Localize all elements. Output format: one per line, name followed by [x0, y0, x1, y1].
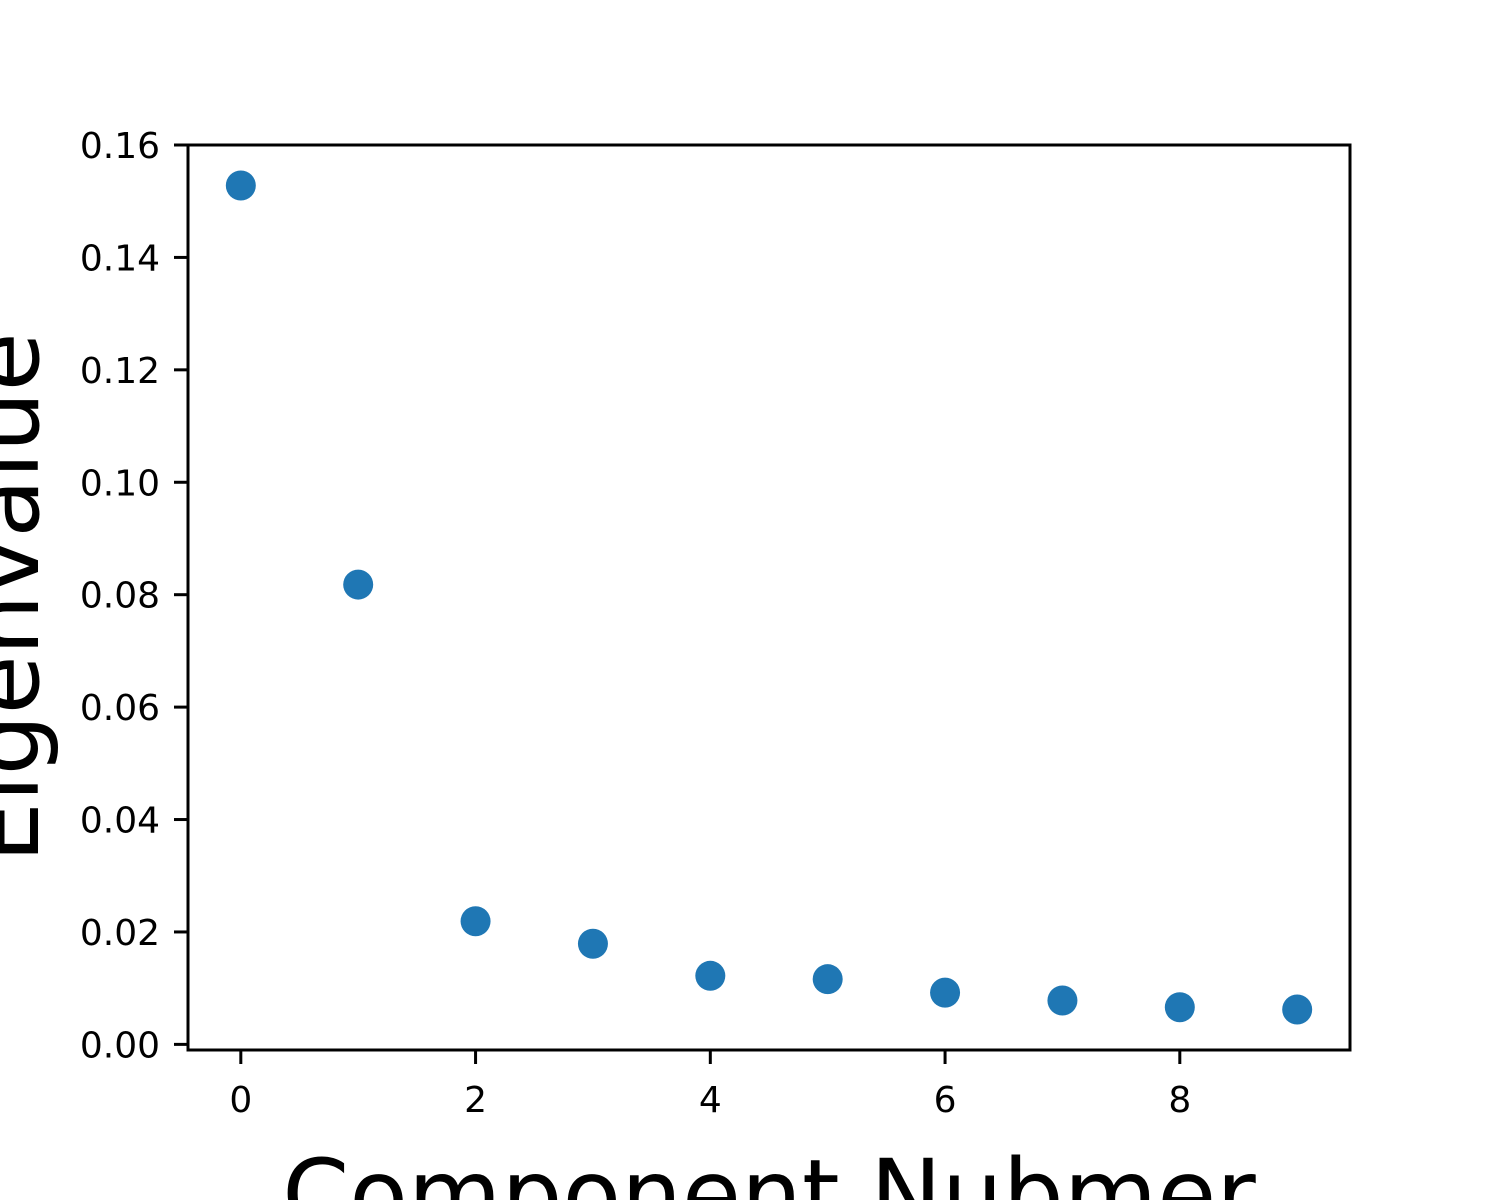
- data-point: [1164, 992, 1195, 1023]
- data-point: [695, 960, 726, 991]
- x-tick-label: 0: [229, 1080, 252, 1121]
- y-tick-label: 0.16: [80, 126, 160, 167]
- x-axis-ticks: 0 2 4 6 8: [229, 1050, 1191, 1121]
- data-point: [225, 170, 256, 201]
- data-point: [460, 906, 491, 937]
- data-point: [930, 977, 961, 1008]
- x-tick-label: 6: [934, 1080, 957, 1121]
- y-tick-label: 0.00: [80, 1025, 160, 1066]
- y-tick-label: 0.02: [80, 913, 160, 954]
- y-tick-label: 0.14: [80, 238, 160, 279]
- y-tick-label: 0.04: [80, 801, 160, 842]
- data-point: [577, 928, 608, 959]
- y-tick-label: 0.08: [80, 576, 160, 617]
- data-point: [1282, 994, 1313, 1025]
- data-point: [1047, 985, 1078, 1016]
- data-points: [225, 170, 1313, 1025]
- y-axis-ticks: 0.00 0.02 0.04 0.06 0.08 0.10 0.12 0.14 0.16: [80, 126, 188, 1066]
- x-tick-label: 8: [1168, 1080, 1191, 1121]
- y-tick-label: 0.06: [80, 688, 160, 729]
- data-point: [343, 569, 374, 600]
- plot-frame: [186, 143, 1352, 1052]
- x-tick-label: 4: [699, 1080, 722, 1121]
- y-tick-label: 0.10: [80, 463, 160, 504]
- x-tick-label: 2: [464, 1080, 487, 1121]
- x-axis-title: Component Nubmer: [282, 1139, 1256, 1200]
- y-tick-label: 0.12: [80, 351, 160, 392]
- data-point: [812, 964, 843, 995]
- y-axis-title: Eigenvalue: [0, 332, 61, 862]
